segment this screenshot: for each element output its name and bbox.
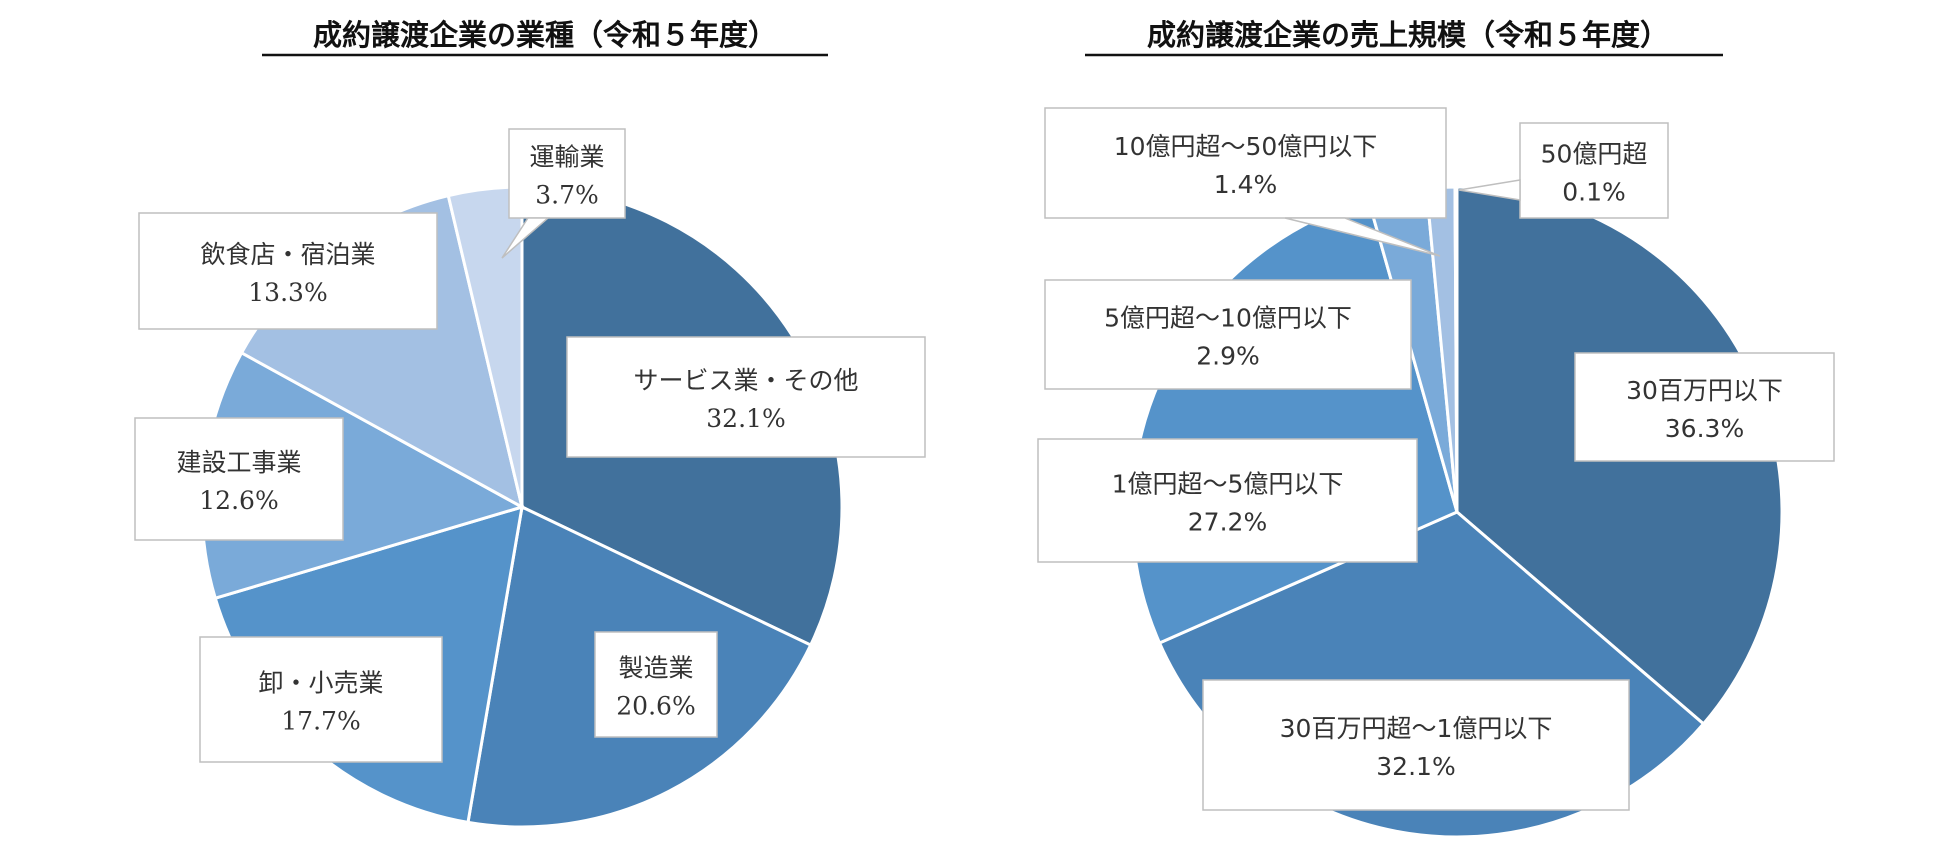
chart-title: 成約譲渡企業の売上規模（令和５年度） — [1147, 18, 1669, 52]
slice-label: 10億円超～50億円以下 — [1114, 132, 1378, 161]
slice-label: サービス業・その他 — [633, 366, 858, 395]
data-label: 5億円超～10億円以下 2.9% — [1044, 279, 1412, 390]
slice-label: 30百万円超～1億円以下 — [1280, 714, 1553, 743]
slice-value: 3.7% — [535, 181, 599, 210]
label-box — [1044, 279, 1412, 390]
data-label: サービス業・その他 32.1% — [566, 336, 926, 458]
label-box — [138, 212, 438, 330]
data-label: 運輸業 3.7% — [501, 128, 626, 259]
label-box — [1044, 107, 1447, 219]
slice-label: 30百万円以下 — [1626, 376, 1783, 405]
label-box — [199, 636, 443, 763]
slice-value: 1.4% — [1214, 170, 1278, 199]
label-box — [134, 417, 344, 541]
industry-pie-chart: 成約譲渡企業の業種（令和５年度） サービス業・その他 32.1% 製造業 20.6% 卸… — [134, 18, 926, 829]
slice-value: 20.6% — [616, 692, 695, 721]
data-label: 卸・小売業 17.7% — [199, 636, 443, 763]
sales-scale-pie-chart: 成約譲渡企業の売上規模（令和５年度） 30百万円以下 36.3% 30百万円超～1億… — [1037, 18, 1835, 839]
slice-value: 36.3% — [1665, 414, 1744, 443]
slice-value: 27.2% — [1188, 508, 1267, 537]
slice-value: 32.1% — [706, 404, 785, 433]
label-box — [508, 128, 626, 219]
data-label: 飲食店・宿泊業 13.3% — [138, 212, 438, 330]
label-box — [1574, 352, 1835, 462]
callout-pointer — [1284, 217, 1441, 257]
callout-pointer — [501, 217, 551, 259]
label-box — [1519, 122, 1669, 219]
data-label: 50億円超 0.1% — [1458, 122, 1669, 219]
label-box — [594, 631, 718, 738]
slice-label: 50億円超 — [1541, 140, 1648, 169]
callout-pointer — [1458, 179, 1521, 201]
slice-value: 12.6% — [199, 486, 278, 515]
slice-value: 17.7% — [281, 707, 360, 736]
data-label: 製造業 20.6% — [594, 631, 718, 738]
slice-value: 32.1% — [1376, 752, 1455, 781]
slice-value: 13.3% — [248, 278, 327, 307]
slice-label: 飲食店・宿泊業 — [200, 240, 375, 269]
slice-label: 5億円超～10億円以下 — [1104, 304, 1352, 333]
slice-label: 運輸業 — [529, 143, 604, 172]
slice-value: 2.9% — [1196, 342, 1260, 371]
slice-value: 0.1% — [1562, 178, 1626, 207]
slice-label: 製造業 — [618, 654, 693, 683]
data-label: 1億円超～5億円以下 27.2% — [1037, 438, 1418, 563]
label-box — [1202, 679, 1630, 811]
label-box — [1037, 438, 1418, 563]
pie-slice — [1453, 185, 1459, 513]
data-label: 30百万円以下 36.3% — [1574, 352, 1835, 462]
data-label: 30百万円超～1億円以下 32.1% — [1202, 679, 1630, 811]
chart-title: 成約譲渡企業の業種（令和５年度） — [313, 18, 777, 52]
slice-label: 卸・小売業 — [258, 669, 383, 698]
label-box — [566, 336, 926, 458]
slice-label: 1億円超～5億円以下 — [1112, 470, 1344, 499]
data-label: 建設工事業 12.6% — [134, 417, 344, 541]
data-label: 10億円超～50億円以下 1.4% — [1044, 107, 1447, 257]
slice-label: 建設工事業 — [176, 448, 301, 477]
